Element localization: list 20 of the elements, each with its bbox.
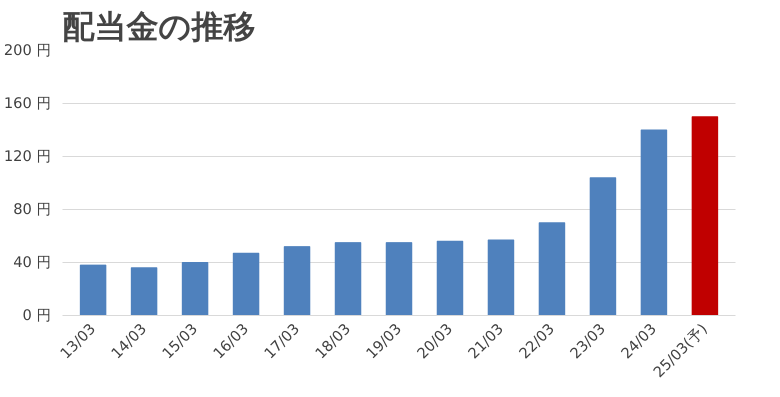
bar xyxy=(232,252,260,316)
y-tick-label: 160 円 xyxy=(4,95,52,112)
y-tick-label: 0 円 xyxy=(22,307,52,324)
y-tick-label: 40 円 xyxy=(13,254,52,271)
bar xyxy=(334,242,362,316)
bar xyxy=(488,239,514,316)
bar xyxy=(284,246,310,316)
bar xyxy=(386,242,412,316)
bar xyxy=(538,222,566,316)
chart-title: 配当金の推移 xyxy=(62,8,256,46)
bar xyxy=(640,130,668,316)
bar xyxy=(590,177,616,316)
bar xyxy=(80,264,106,316)
y-tick-label: 200 円 xyxy=(4,42,52,59)
y-tick-label: 120 円 xyxy=(4,148,52,165)
bar xyxy=(436,240,464,316)
y-tick-label: 80 円 xyxy=(13,201,52,218)
bar xyxy=(692,116,718,316)
bar xyxy=(130,267,158,316)
bar xyxy=(182,262,208,316)
